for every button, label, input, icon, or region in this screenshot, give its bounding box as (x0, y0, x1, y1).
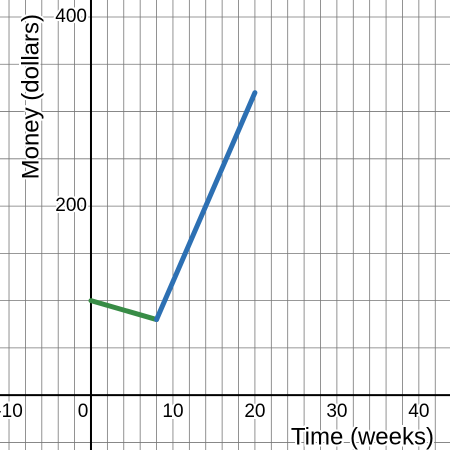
y-axis-label: Money (dollars) (17, 14, 44, 179)
y-tick-label: 400 (55, 6, 87, 27)
x-axis-label: Time (weeks) (291, 423, 434, 450)
x-tick-label: 20 (244, 401, 265, 422)
x-tick-label: 30 (326, 401, 347, 422)
series-line (88, 298, 160, 323)
x-tick-label: 10 (162, 401, 183, 422)
lines (88, 90, 258, 323)
x-tick-label: -10 (0, 401, 23, 422)
y-tick-label: 200 (55, 195, 87, 216)
labels: -10 0 10 20 30 40 200 400 Time (weeks) Money (dol… (0, 4, 436, 450)
x-tick-label: 0 (78, 401, 89, 422)
x-tick-label: 40 (408, 401, 429, 422)
series-line (154, 90, 258, 323)
